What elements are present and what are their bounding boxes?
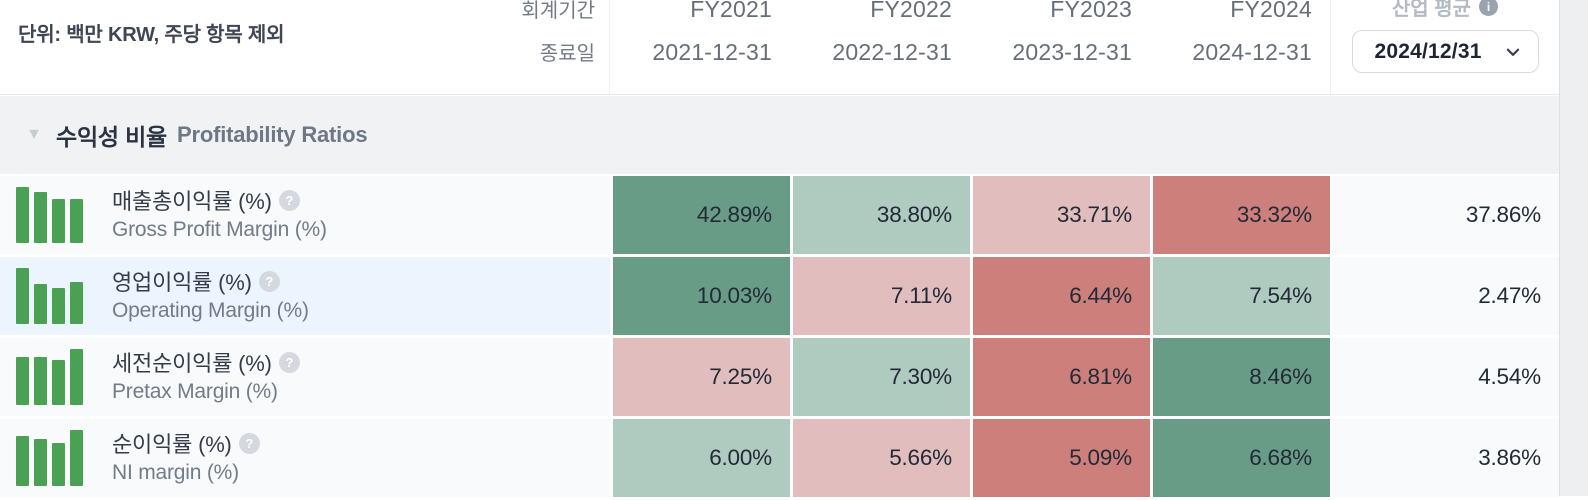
industry-date-dropdown[interactable]: 2024/12/31 — [1351, 30, 1539, 73]
heatmap-cell: 33.71% — [970, 176, 1150, 254]
right-scroll-gutter[interactable] — [1559, 0, 1588, 496]
unit-note: 단위: 백만 KRW, 주당 항목 제외 — [18, 24, 285, 46]
help-icon[interactable]: ? — [258, 271, 280, 292]
heatmap-cell: 5.66% — [790, 419, 970, 497]
metric-name-en: Gross Profit Margin (%) — [112, 217, 327, 241]
industry-average-cell: 37.86% — [1330, 176, 1559, 254]
heatmap-cell: 6.44% — [970, 257, 1150, 335]
metric-name-en: NI margin (%) — [112, 460, 239, 484]
table-row-operating-margin[interactable]: 영업이익률 (%)? Operating Margin (%) 10.03% 7… — [0, 257, 1559, 335]
metric-name-ko: 순이익률 (%) — [112, 431, 232, 457]
industry-date-selected-value: 2024/12/31 — [1374, 39, 1482, 63]
table-row-pretax-margin[interactable]: 세전순이익률 (%)? Pretax Margin (%) 7.25% 7.30… — [0, 338, 1559, 416]
heatmap-cell: 7.25% — [610, 338, 790, 416]
help-icon[interactable]: ? — [238, 433, 260, 454]
section-header-profitability[interactable]: ▼ 수익성 비율 Profitability Ratios — [0, 96, 1559, 174]
row-label-cell: 영업이익률 (%)? Operating Margin (%) — [0, 257, 610, 335]
section-title-en: Profitability Ratios — [177, 122, 368, 147]
column-header-fy2024: FY2024 2024-12-31 — [1192, 0, 1312, 65]
heatmap-cell: 33.32% — [1150, 176, 1330, 254]
table-row-gross-profit-margin[interactable]: 매출총이익률 (%)? Gross Profit Margin (%) 42.8… — [0, 176, 1559, 254]
industry-average-cell: 3.86% — [1330, 419, 1559, 497]
collapse-triangle-icon[interactable]: ▼ — [26, 126, 42, 143]
table-header: 단위: 백만 KRW, 주당 항목 제외 회계기간 종료일 FY2021 202… — [0, 0, 1559, 95]
heatmap-cell: 7.54% — [1150, 257, 1330, 335]
info-icon[interactable]: i — [1479, 0, 1499, 16]
row-label-cell: 매출총이익률 (%)? Gross Profit Margin (%) — [0, 176, 610, 254]
heatmap-cell: 7.30% — [790, 338, 970, 416]
metric-name-ko: 매출총이익률 (%) — [112, 188, 272, 214]
heatmap-cell: 38.80% — [790, 176, 970, 254]
metric-name-ko: 세전순이익률 (%) — [112, 350, 272, 376]
heatmap-cell: 6.68% — [1150, 419, 1330, 497]
mini-bar-chart-icon — [16, 268, 84, 324]
chevron-down-icon — [1506, 48, 1519, 56]
heatmap-cell: 5.09% — [970, 419, 1150, 497]
industry-average-column-header: 산업 평균 i 2024/12/31 — [1330, 0, 1559, 94]
metric-name-ko: 영업이익률 (%) — [112, 269, 252, 295]
heatmap-cell: 42.89% — [610, 176, 790, 254]
mini-bar-chart-icon — [16, 187, 84, 243]
column-header-fy2022: FY2022 2022-12-31 — [832, 0, 952, 65]
metric-name-en: Operating Margin (%) — [112, 298, 309, 322]
header-label-column: 단위: 백만 KRW, 주당 항목 제외 회계기간 종료일 — [0, 0, 610, 94]
end-date-row-label: 종료일 — [539, 43, 595, 65]
table-row-ni-margin[interactable]: 순이익률 (%)? NI margin (%) 6.00% 5.66% 5.09… — [0, 419, 1559, 497]
column-header-fy2023: FY2023 2023-12-31 — [1012, 0, 1132, 65]
row-label-cell: 순이익률 (%)? NI margin (%) — [0, 419, 610, 497]
industry-average-cell: 4.54% — [1330, 338, 1559, 416]
section-title-ko: 수익성 비율 — [56, 124, 167, 150]
heatmap-cell: 7.11% — [790, 257, 970, 335]
column-header-fy2021: FY2021 2021-12-31 — [652, 0, 772, 65]
heatmap-cell: 6.00% — [610, 419, 790, 497]
row-label-cell: 세전순이익률 (%)? Pretax Margin (%) — [0, 338, 610, 416]
mini-bar-chart-icon — [16, 349, 84, 405]
industry-average-cell: 2.47% — [1330, 257, 1559, 335]
industry-average-label: 산업 평균 — [1391, 0, 1472, 20]
help-icon[interactable]: ? — [278, 352, 300, 373]
metric-name-en: Pretax Margin (%) — [112, 379, 278, 403]
mini-bar-chart-icon — [16, 430, 84, 486]
fiscal-period-row-label: 회계기간 — [521, 0, 595, 22]
heatmap-cell: 10.03% — [610, 257, 790, 335]
heatmap-cell: 8.46% — [1150, 338, 1330, 416]
heatmap-cell: 6.81% — [970, 338, 1150, 416]
help-icon[interactable]: ? — [278, 190, 300, 211]
